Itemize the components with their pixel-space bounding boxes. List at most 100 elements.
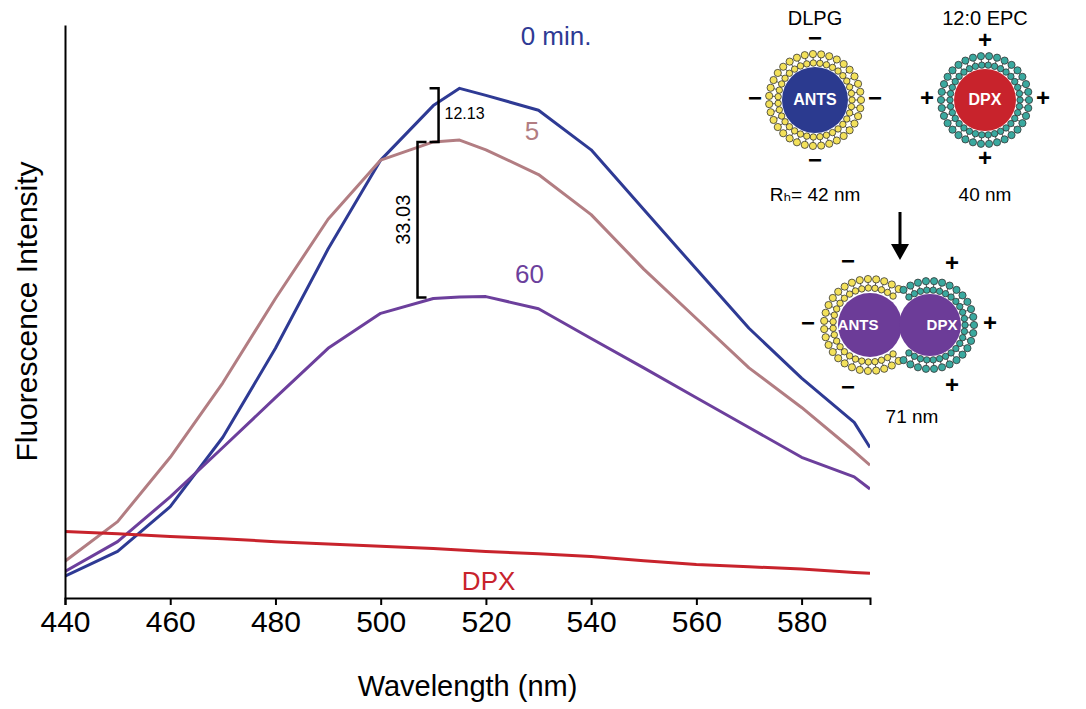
lipid-head (1025, 104, 1032, 111)
x-tick: 440 (40, 598, 90, 638)
lipid-head (840, 132, 847, 139)
lipid-head (907, 282, 914, 289)
fused-core (838, 293, 902, 357)
series-label: 5 (525, 116, 539, 146)
lipid-head (797, 131, 803, 137)
lipid-head (930, 365, 937, 372)
lipid-head (780, 130, 787, 137)
x-tick-label: 580 (777, 605, 827, 638)
lipid-head (766, 101, 773, 108)
lipid-head (946, 282, 953, 289)
series-label: 0 min. (521, 21, 592, 51)
x-tick-label: 440 (40, 605, 90, 638)
lipid-head (857, 96, 864, 103)
lipid-head (985, 62, 991, 68)
lipid-head (962, 136, 969, 143)
lipid-head (1008, 132, 1015, 139)
lipid-head (865, 359, 871, 365)
bracket (430, 88, 439, 142)
bracket-label: 12.13 (445, 105, 485, 122)
lipid-head (961, 315, 967, 321)
vesicle-diagram: ANTSDLPG−−−−Rₕ= 42 nmDPX12:0 EPC++++40 n… (748, 7, 1050, 427)
lipid-head (856, 277, 863, 284)
lipid-head (846, 291, 852, 297)
size-label: 71 nm (886, 406, 939, 427)
lipid-head (831, 332, 837, 338)
lipid-head (1001, 136, 1008, 143)
lipid-head (970, 321, 977, 328)
charge-sign: − (801, 309, 815, 336)
lipid-head (884, 354, 890, 360)
lipid-head (778, 81, 784, 87)
lipid-head (823, 132, 829, 138)
charge-sign: + (945, 249, 959, 276)
lipid-head (964, 345, 971, 352)
lipid-head (791, 66, 797, 72)
lipid-head (776, 87, 782, 93)
lipid-head (1016, 90, 1022, 96)
lipid-head (857, 88, 864, 95)
lipid-head (865, 285, 871, 291)
lipid-head (1014, 84, 1020, 90)
lipid-head (848, 90, 854, 96)
lipid-head (833, 306, 839, 312)
lipid-head (962, 57, 969, 64)
lipid-head (947, 90, 953, 96)
lipid-head (809, 50, 816, 57)
lipid-head (944, 120, 951, 127)
lipid-head (822, 334, 829, 341)
x-tick: 480 (251, 598, 301, 638)
x-tick-mark (485, 598, 487, 605)
lipid-head (837, 344, 843, 350)
lipid-head (857, 105, 864, 112)
lipid-head (778, 113, 784, 119)
lipid-head (940, 81, 947, 88)
lipid-head (991, 130, 997, 136)
lipid-head (914, 364, 921, 371)
x-tick-label: 540 (567, 605, 617, 638)
x-tick: 460 (146, 598, 196, 638)
lipid-head (810, 134, 816, 140)
lipid-head (841, 360, 848, 367)
lipid-head (848, 364, 855, 371)
lipid-head (830, 318, 836, 324)
lipid-head (944, 73, 951, 80)
lipid-head (881, 278, 888, 285)
y-axis-title: Fluorescence Intensity (10, 161, 43, 461)
lipid-head (970, 313, 977, 320)
fused-vesicle: ANTSDPX−−−+++71 nm (801, 247, 997, 427)
x-tick-mark (380, 598, 382, 605)
vesicle: ANTSDLPG−−−−Rₕ= 42 nm (748, 7, 882, 205)
lipid-head (953, 286, 960, 293)
lipid-head (767, 84, 774, 91)
lipid-head (979, 62, 985, 68)
lipid-head (1016, 103, 1022, 109)
lipid-head (776, 107, 782, 113)
lipid-head (852, 356, 858, 362)
lipid-head (864, 275, 871, 282)
charge-sign: + (983, 309, 997, 336)
arrow-shaft (899, 212, 902, 246)
lipid-head (846, 84, 852, 90)
lipid-head (854, 113, 861, 120)
plot-lines (65, 88, 870, 576)
lipid-head (821, 326, 828, 333)
charge-sign: − (808, 24, 822, 51)
lipid-head (955, 61, 962, 68)
lipid-head (833, 56, 840, 63)
lipid-head (835, 355, 842, 362)
lipid-head (835, 288, 842, 295)
lipid-head (851, 73, 858, 80)
lipid-head (993, 139, 1000, 146)
lipid-head (967, 306, 974, 313)
lipid-head (829, 348, 836, 355)
lipid-head (1019, 73, 1026, 80)
lipid-head (873, 276, 880, 283)
lipid-head (953, 357, 960, 364)
x-tick: 500 (356, 598, 406, 638)
lipid-head (780, 63, 787, 70)
charge-sign: − (841, 247, 855, 274)
charge-sign: + (978, 144, 992, 171)
spectrum-line (65, 140, 870, 561)
x-tick-mark (275, 598, 277, 605)
